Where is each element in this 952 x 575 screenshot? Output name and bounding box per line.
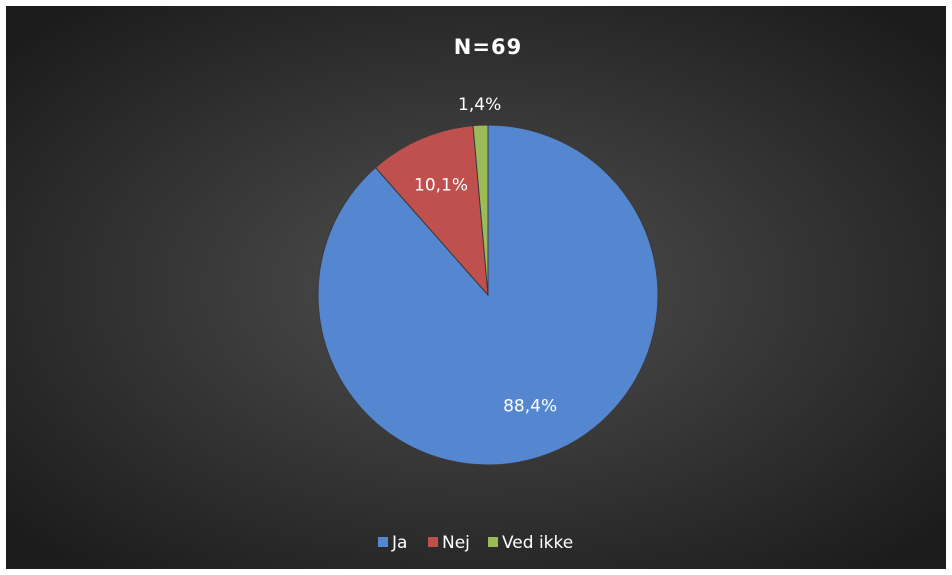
- data-label: 10,1%: [414, 176, 468, 196]
- legend-label: Nej: [442, 533, 470, 553]
- legend-label: Ja: [391, 533, 407, 553]
- chart-title: N=69: [454, 35, 522, 59]
- legend-swatch: [378, 537, 388, 547]
- pie-slice: [472, 124, 489, 296]
- pie-slice: [374, 125, 489, 297]
- data-label: 88,4%: [503, 396, 557, 416]
- legend-label: Ved ikke: [502, 533, 573, 553]
- legend-swatch: [428, 537, 438, 547]
- data-label: 1,4%: [458, 95, 501, 115]
- legend-swatch: [488, 537, 498, 547]
